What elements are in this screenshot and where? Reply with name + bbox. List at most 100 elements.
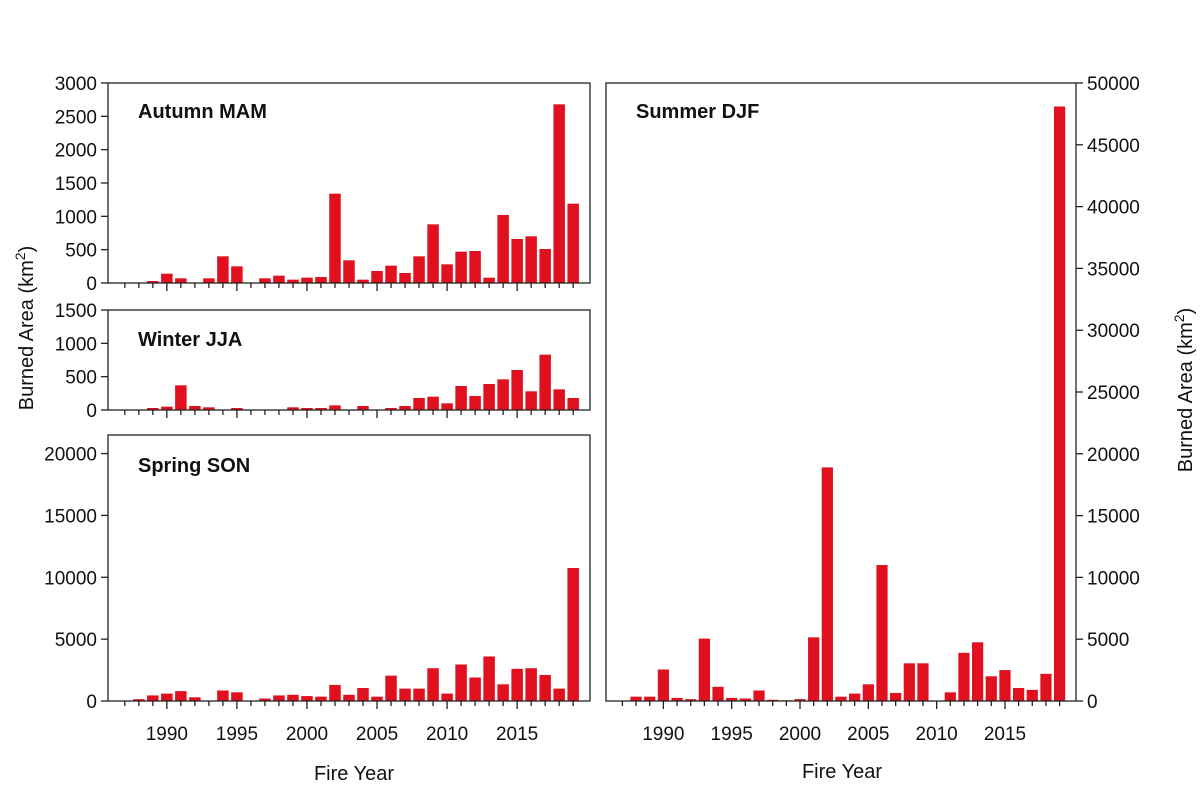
y-tick-label: 30000 bbox=[1087, 321, 1140, 342]
bar-1995 bbox=[726, 697, 738, 701]
bar-2007 bbox=[399, 688, 411, 701]
bar-2014 bbox=[497, 684, 509, 701]
y-tick-label: 25000 bbox=[1087, 383, 1140, 404]
bar-2015 bbox=[511, 370, 523, 410]
bar-1988 bbox=[133, 699, 145, 701]
bar-2009 bbox=[427, 396, 439, 410]
bar-2006 bbox=[876, 565, 888, 701]
y-tick-label: 0 bbox=[86, 692, 97, 713]
y-tick-label: 10000 bbox=[1087, 568, 1140, 589]
bar-2018 bbox=[553, 688, 565, 701]
y-axis-title-right-main: Burned Area (km bbox=[1175, 322, 1197, 472]
bar-1999 bbox=[287, 694, 299, 701]
bar-2013 bbox=[972, 642, 984, 701]
bar-2014 bbox=[497, 215, 509, 283]
bar-2003 bbox=[343, 694, 355, 701]
bar-2004 bbox=[357, 279, 369, 283]
y-tick-label: 35000 bbox=[1087, 259, 1140, 280]
panel-title-summer-djf: Summer DJF bbox=[636, 101, 759, 123]
bar-2018 bbox=[1040, 673, 1052, 701]
y-tick-label: 0 bbox=[86, 401, 97, 422]
bar-2000 bbox=[301, 696, 313, 701]
bar-2015 bbox=[511, 239, 523, 283]
bar-1992 bbox=[685, 699, 697, 701]
bar-2002 bbox=[329, 684, 341, 701]
bar-1997 bbox=[259, 278, 271, 283]
y-tick-label: 1000 bbox=[55, 334, 97, 355]
bar-1997 bbox=[259, 698, 271, 701]
bar-2008 bbox=[413, 256, 425, 283]
bar-1994 bbox=[217, 690, 229, 701]
y-tick-label: 40000 bbox=[1087, 198, 1140, 219]
bar-1989 bbox=[147, 281, 159, 283]
bar-2014 bbox=[497, 379, 509, 410]
panel-spring-son: 0 5000 10000 15000 20000 1990 1995 2000 2005 2010… bbox=[44, 434, 591, 745]
bar-2012 bbox=[469, 677, 481, 701]
bar-2013 bbox=[483, 384, 495, 410]
bar-2002 bbox=[821, 467, 833, 701]
panel-title-spring-son: Spring SON bbox=[138, 455, 250, 477]
bar-2000 bbox=[794, 699, 806, 701]
bar-2011 bbox=[455, 386, 467, 410]
bar-2009 bbox=[917, 663, 929, 701]
bar-2004 bbox=[357, 406, 369, 410]
panel-summer-djf: 0 5000 10000 15000 20000 25000 30000 35000 40000… bbox=[605, 74, 1140, 745]
bar-2016 bbox=[525, 391, 537, 410]
x-tick-label: 2000 bbox=[286, 724, 328, 745]
bar-2006 bbox=[385, 675, 397, 701]
bar-2017 bbox=[539, 249, 551, 283]
x-tick-label: 2015 bbox=[984, 724, 1026, 745]
y-axis-title-right: Burned Area (km2) bbox=[1171, 308, 1197, 473]
bar-1988 bbox=[630, 696, 642, 701]
bar-2002 bbox=[329, 405, 341, 410]
bar-2008 bbox=[413, 688, 425, 701]
bar-1992 bbox=[189, 406, 201, 410]
y-axis-title-left-superscript: 2 bbox=[12, 252, 28, 260]
bar-1991 bbox=[175, 691, 187, 701]
bar-2007 bbox=[890, 692, 902, 701]
bar-2015 bbox=[511, 668, 523, 701]
plot-frame bbox=[605, 82, 1077, 702]
bar-1998 bbox=[273, 275, 285, 283]
bar-1989 bbox=[644, 696, 656, 701]
bar-1990 bbox=[161, 693, 173, 701]
y-tick-label: 1500 bbox=[55, 301, 97, 322]
y-tick-label: 10000 bbox=[44, 568, 97, 589]
bar-2006 bbox=[385, 265, 397, 283]
bar-2010 bbox=[441, 403, 453, 410]
bar-1999 bbox=[287, 279, 299, 283]
y-tick-label: 3000 bbox=[55, 74, 97, 95]
x-tick-label: 1990 bbox=[146, 724, 188, 745]
bar-2018 bbox=[553, 389, 565, 410]
bar-2004 bbox=[357, 688, 369, 701]
x-tick-label: 2015 bbox=[496, 724, 538, 745]
panel-title-winter-jja: Winter JJA bbox=[138, 329, 242, 351]
bar-2005 bbox=[371, 271, 383, 283]
y-axis-title-right-close: ) bbox=[1175, 308, 1197, 315]
bar-2007 bbox=[399, 273, 411, 283]
bar-2018 bbox=[553, 104, 565, 283]
bar-1999 bbox=[287, 407, 299, 410]
bar-2012 bbox=[958, 652, 970, 701]
y-axis-title-left: Burned Area (km2) bbox=[12, 246, 38, 411]
panel-title-autumn-mam: Autumn MAM bbox=[138, 101, 267, 123]
y-tick-label: 500 bbox=[65, 241, 97, 262]
bar-1993 bbox=[203, 407, 215, 410]
bar-2001 bbox=[315, 277, 327, 283]
bar-2017 bbox=[1026, 689, 1038, 701]
bar-1997 bbox=[753, 690, 765, 701]
bar-2001 bbox=[315, 696, 327, 701]
bar-2017 bbox=[539, 675, 551, 701]
bar-2006 bbox=[385, 408, 397, 410]
bar-2019 bbox=[567, 568, 579, 701]
bar-2014 bbox=[985, 676, 997, 701]
y-tick-label: 45000 bbox=[1087, 136, 1140, 157]
bar-2015 bbox=[999, 670, 1011, 701]
y-axis-title-right-superscript: 2 bbox=[1171, 314, 1187, 322]
bar-2016 bbox=[525, 668, 537, 701]
bar-2003 bbox=[835, 696, 847, 701]
y-tick-label: 2000 bbox=[55, 141, 97, 162]
y-tick-label: 50000 bbox=[1087, 74, 1140, 95]
y-tick-label: 15000 bbox=[1087, 507, 1140, 528]
